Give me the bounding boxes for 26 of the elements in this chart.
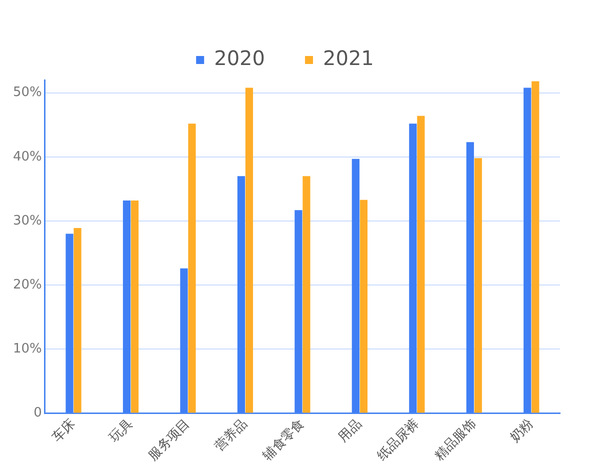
bar <box>74 228 82 413</box>
legend-label: 2021 <box>323 46 374 70</box>
bar <box>474 158 482 413</box>
x-tick-label: 用品 <box>336 416 365 446</box>
y-tick-label: 40% <box>12 149 42 164</box>
x-tick-label: 奶粉 <box>508 416 537 446</box>
y-tick-label: 10% <box>12 342 42 356</box>
bar <box>360 200 368 413</box>
legend-label: 2020 <box>214 46 266 70</box>
x-tick-label: 服务项目 <box>146 416 194 464</box>
y-tick-label: 20% <box>12 277 42 292</box>
bar <box>417 116 425 413</box>
y-tick-label: 30% <box>12 213 42 228</box>
x-tick-label: 玩具 <box>106 416 136 446</box>
bar <box>245 88 254 413</box>
x-tick-label: 纸品尿裤 <box>374 416 422 464</box>
x-tick-label: 辅食零食 <box>260 416 308 464</box>
x-tick-label: 营养品 <box>212 416 250 455</box>
bar <box>188 124 196 413</box>
x-tick-label: 车床 <box>50 416 79 446</box>
bar <box>532 81 540 413</box>
y-tick-label: 50% <box>12 85 42 100</box>
bar <box>302 176 310 413</box>
y-tick-label: 0 <box>34 406 42 421</box>
bar <box>130 200 139 413</box>
x-tick-label: 精品服饰 <box>432 416 480 464</box>
